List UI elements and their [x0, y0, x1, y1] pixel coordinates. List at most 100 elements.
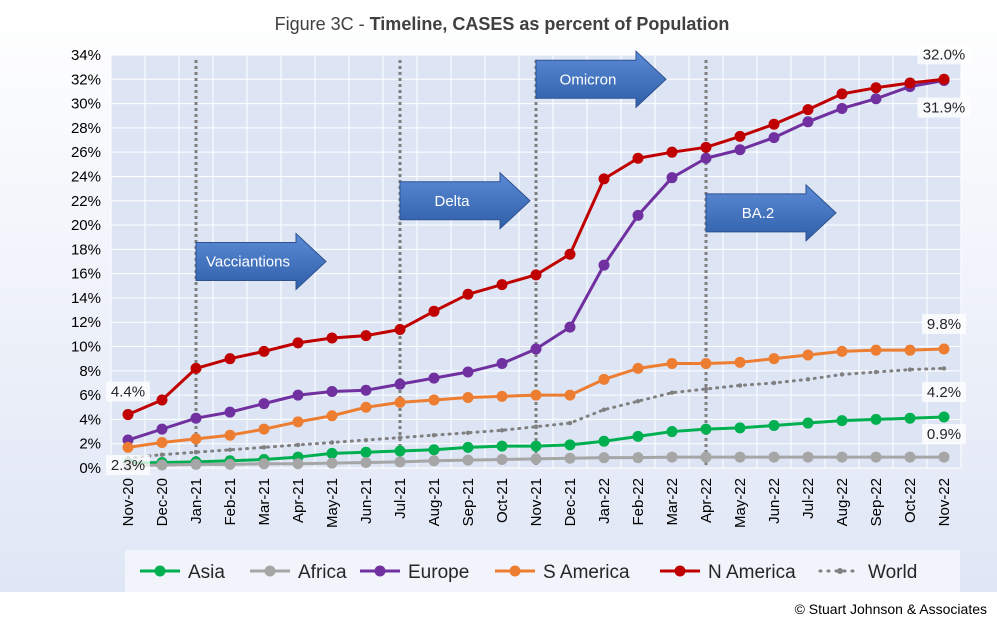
data-point: [224, 458, 236, 470]
data-point: [632, 452, 644, 464]
data-point: [227, 447, 233, 452]
data-point: [326, 385, 338, 397]
data-point: [700, 423, 712, 435]
data-point: [397, 435, 403, 440]
data-point: [462, 441, 474, 453]
data-point: [122, 409, 134, 421]
data-point: [598, 259, 610, 271]
data-point: [873, 369, 879, 375]
data-point: [295, 442, 301, 448]
y-tick-label: 16%: [71, 266, 101, 283]
legend-marker: [374, 565, 386, 577]
data-label-bg: [917, 97, 971, 118]
data-point: [904, 77, 916, 89]
data-label: 9.8%: [927, 316, 961, 333]
data-label: 2.3%: [111, 457, 145, 474]
data-point: [428, 444, 440, 456]
data-point: [261, 445, 267, 450]
event-label: Vacciantions: [206, 254, 290, 271]
data-point: [802, 116, 814, 128]
data-point: [564, 389, 576, 401]
data-point: [938, 451, 950, 463]
legend-marker: [837, 568, 843, 574]
x-tick-label: Feb-22: [630, 478, 647, 526]
data-point: [292, 458, 304, 470]
data-point: [601, 407, 607, 412]
data-point: [768, 353, 780, 365]
x-tick-label: Jan-22: [596, 478, 613, 524]
legend-item: S America: [495, 562, 630, 583]
data-point: [462, 366, 474, 378]
data-point: [156, 459, 168, 471]
data-point: [805, 377, 811, 382]
data-point: [836, 451, 848, 463]
x-tick-label: May-21: [324, 478, 341, 528]
data-point: [598, 452, 610, 464]
chart-title-main: Timeline, CASES as percent of Population: [370, 14, 730, 34]
data-point: [496, 390, 508, 402]
data-point: [666, 358, 678, 370]
data-point: [564, 452, 576, 464]
data-point: [428, 394, 440, 406]
event-arrow: [195, 232, 327, 291]
x-tick-label: Nov-20: [120, 478, 137, 526]
chart-title: Figure 3C - Timeline, CASES as percent o…: [275, 14, 730, 34]
data-point: [258, 458, 270, 470]
legend-label: S America: [543, 562, 630, 583]
data-point: [700, 451, 712, 463]
data-point: [598, 435, 610, 447]
data-point: [462, 392, 474, 404]
legend-marker: [154, 565, 166, 577]
data-point: [598, 173, 610, 185]
data-point: [326, 332, 338, 344]
x-tick-label: Feb-21: [222, 478, 239, 526]
plot-area: 0% 2% 4% 6% 8% 10% 12% 14% 16% 18% 20% 22% 24% 26% 28%…: [71, 44, 971, 528]
legend-item: N America: [660, 562, 796, 583]
data-point: [465, 430, 471, 435]
data-point: [836, 102, 848, 114]
x-tick-label: Jul-22: [800, 478, 817, 519]
legend-marker: [264, 565, 276, 577]
data-point: [836, 88, 848, 100]
y-tick-label: 0%: [79, 460, 101, 477]
y-tick-label: 24%: [71, 168, 101, 185]
x-tick-label: Jun-21: [358, 478, 375, 524]
data-point: [530, 453, 542, 465]
y-tick-label: 18%: [71, 241, 101, 258]
data-point: [329, 440, 335, 445]
data-point: [564, 439, 576, 451]
data-label-bg: [922, 381, 966, 402]
data-point: [496, 279, 508, 291]
data-point: [700, 358, 712, 370]
data-point: [193, 450, 199, 455]
x-tick-label: Aug-21: [426, 478, 443, 526]
data-point: [122, 441, 134, 453]
data-point: [802, 417, 814, 429]
data-point: [530, 389, 542, 401]
data-point: [938, 411, 950, 423]
data-point: [224, 429, 236, 441]
data-point: [530, 343, 542, 355]
data-point: [564, 321, 576, 333]
data-point: [496, 440, 508, 452]
y-tick-label: 22%: [71, 193, 101, 210]
data-point: [734, 451, 746, 463]
data-point: [326, 457, 338, 469]
data-point: [703, 386, 709, 392]
data-point: [533, 424, 539, 429]
x-tick-label: Apr-22: [698, 478, 715, 523]
data-point: [190, 433, 202, 445]
y-tick-label: 20%: [71, 217, 101, 234]
data-point: [870, 451, 882, 463]
y-tick-label: 34%: [71, 47, 101, 64]
data-point: [938, 343, 950, 355]
event-arrow: [399, 171, 531, 230]
y-tick-label: 10%: [71, 339, 101, 356]
event-label: Omicron: [560, 71, 617, 88]
data-point: [258, 423, 270, 435]
x-tick-label: Dec-21: [562, 478, 579, 526]
data-label: 0.9%: [927, 426, 961, 443]
data-point: [530, 440, 542, 452]
